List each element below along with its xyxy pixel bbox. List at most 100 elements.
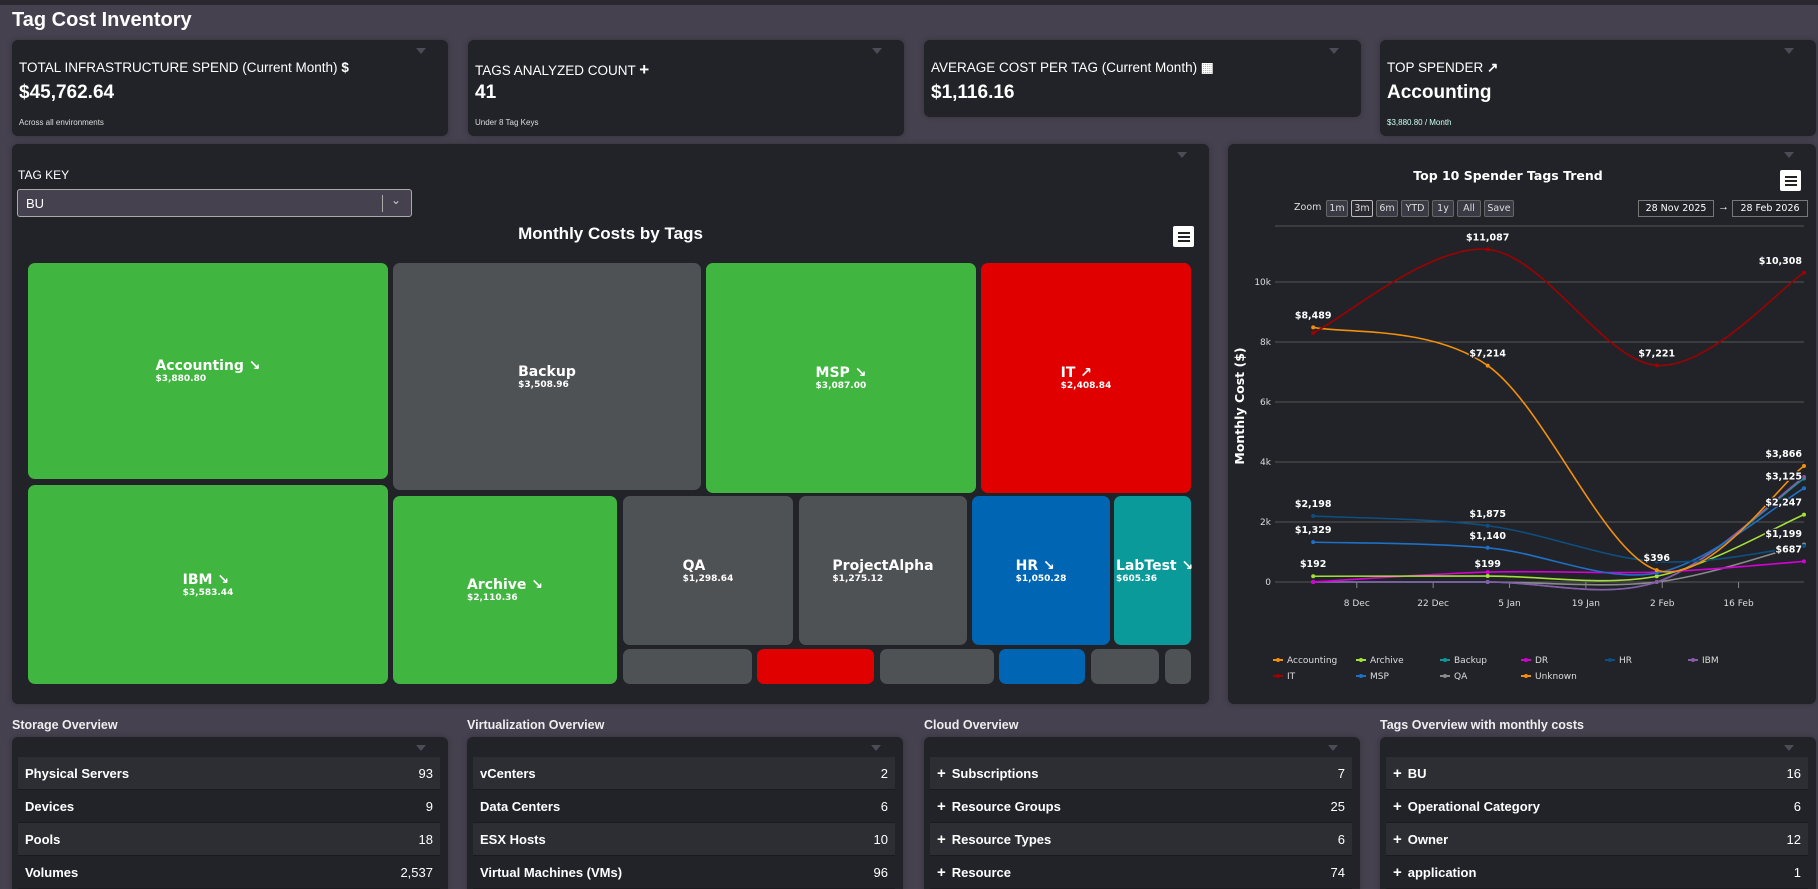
tag-key-select[interactable]: BU ⌄ [17, 189, 412, 217]
date-from-input[interactable]: 28 Nov 2025 [1638, 200, 1714, 217]
expand-plus-icon[interactable]: + [1393, 863, 1402, 881]
tile-name: IBM [182, 571, 213, 588]
legend-item-backup[interactable]: Backup [1454, 656, 1487, 666]
zoom-button-3m[interactable]: 3m [1351, 200, 1373, 217]
list-item[interactable]: + Operational Category 6 [1386, 790, 1808, 823]
zoom-button-all[interactable]: All [1457, 200, 1481, 217]
expand-plus-icon[interactable]: + [1393, 797, 1402, 815]
card-menu-caret-icon[interactable] [1329, 48, 1339, 54]
tile-name: MSP [815, 365, 850, 381]
tile-name: ProjectAlpha [832, 557, 934, 574]
legend-item-msp[interactable]: MSP [1370, 672, 1389, 682]
card-menu-caret-icon[interactable] [1328, 745, 1338, 751]
treemap-tile-labtest[interactable]: LabTest ↘ $605.36 [1114, 496, 1194, 645]
card-menu-caret-icon[interactable] [416, 745, 426, 751]
legend-item-archive[interactable]: Archive [1370, 656, 1404, 666]
card-menu-caret-icon[interactable] [872, 48, 882, 54]
treemap-tile-accounting[interactable]: Accounting ↘ $3,880.80 [28, 263, 388, 479]
date-to-input[interactable]: 28 Feb 2026 [1732, 200, 1808, 217]
tile-name: IT [1060, 365, 1076, 381]
section-card-cloud-overview: + Subscriptions 7 + Resource Groups 25 + Resour… [924, 737, 1360, 889]
zoom-button-6m[interactable]: 6m [1376, 200, 1398, 217]
y-tick-label: 4k [1260, 458, 1272, 468]
list-item-label-wrap: + application [1393, 864, 1476, 881]
chevron-down-icon[interactable]: ⌄ [391, 193, 402, 207]
list-item-value: 12 [1786, 831, 1801, 847]
chart-menu-button[interactable] [1780, 170, 1801, 191]
chart-menu-button[interactable] [1173, 226, 1194, 247]
treemap-tile[interactable] [880, 649, 994, 684]
trend-down-icon: ↘ [212, 571, 230, 588]
zoom-button-ytd[interactable]: YTD [1401, 200, 1429, 217]
list-item[interactable]: + Resource Groups 25 [930, 790, 1352, 823]
trend-down-icon: ↘ [1176, 557, 1194, 574]
list-item[interactable]: + Subscriptions 7 [930, 757, 1352, 790]
card-menu-caret-icon[interactable] [1784, 48, 1794, 54]
list-item-label: application [1407, 864, 1477, 880]
list-item[interactable]: + application 1 [1386, 856, 1808, 889]
data-label: $1,140 [1469, 531, 1506, 542]
data-point-hr [1802, 544, 1806, 549]
treemap-tile-backup[interactable]: Backup $3,508.96 [393, 263, 701, 490]
treemap-tile-it[interactable]: IT ↗ $2,408.84 [981, 263, 1191, 493]
list-item-label-wrap: + Resource [937, 864, 1011, 881]
list-item[interactable]: + Owner 12 [1386, 823, 1808, 856]
treemap-tile[interactable] [757, 649, 874, 684]
legend-item-accounting[interactable]: Accounting [1287, 656, 1337, 666]
card-menu-caret-icon[interactable] [1177, 152, 1187, 158]
card-menu-caret-icon[interactable] [1784, 152, 1794, 158]
zoom-button-1y[interactable]: 1y [1432, 200, 1454, 217]
zoom-button-1m[interactable]: 1m [1326, 200, 1348, 217]
list-item[interactable]: + BU 16 [1386, 757, 1808, 790]
legend-item-it[interactable]: IT [1287, 672, 1296, 682]
treemap-tile-hr[interactable]: HR ↘ $1,050.28 [972, 496, 1110, 645]
list-item-value: 6 [880, 798, 888, 814]
legend-item-ibm[interactable]: IBM [1702, 656, 1719, 666]
tile-content: Backup $3,508.96 [518, 364, 576, 390]
list-item: Virtual Machines (VMs) 96 [473, 856, 895, 889]
expand-plus-icon[interactable]: + [937, 764, 946, 782]
list-item-label-wrap: ESX Hosts [480, 832, 546, 847]
tile-value: $2,408.84 [1060, 381, 1112, 391]
treemap-tile[interactable] [1165, 649, 1191, 684]
series-line-it [1312, 248, 1805, 367]
data-point-archive [1802, 512, 1806, 517]
treemap-tile[interactable] [999, 649, 1085, 684]
expand-plus-icon[interactable]: + [1393, 764, 1402, 782]
expand-plus-icon[interactable]: + [937, 863, 946, 881]
kpi-card-top-spender: TOP SPENDER ↗ Accounting $3,880.80 / Mon… [1380, 40, 1816, 136]
data-point-dr [1802, 559, 1806, 564]
section-title: Cloud Overview [924, 718, 1019, 732]
treemap-tile-archive[interactable]: Archive ↘ $2,110.36 [393, 496, 617, 684]
list-item-value: 2 [880, 765, 888, 781]
treemap-tile-ibm[interactable]: IBM ↘ $3,583.44 [28, 485, 388, 684]
expand-plus-icon[interactable]: + [937, 830, 946, 848]
legend-marker [1276, 658, 1280, 662]
expand-plus-icon[interactable]: + [1393, 830, 1402, 848]
treemap-tile-qa[interactable]: QA $1,298.64 [623, 496, 793, 645]
list-item[interactable]: + Resource Types 6 [930, 823, 1352, 856]
data-label: $687 [1776, 544, 1802, 555]
card-menu-caret-icon[interactable] [1784, 745, 1794, 751]
trend-down-icon: ↘ [1038, 557, 1055, 574]
list-item-value: 96 [873, 864, 888, 880]
legend-item-qa[interactable]: QA [1454, 672, 1468, 682]
expand-plus-icon[interactable]: + [937, 797, 946, 815]
series-line-ibm [1313, 476, 1805, 591]
treemap-tile-msp[interactable]: MSP ↘ $3,087.00 [706, 263, 976, 493]
list-item[interactable]: + Resource 74 [930, 856, 1352, 889]
list-item-value: 74 [1330, 864, 1345, 880]
data-label: $1,199 [1765, 529, 1802, 540]
card-menu-caret-icon[interactable] [416, 48, 426, 54]
data-label: $199 [1474, 559, 1500, 570]
data-point-it [1802, 270, 1806, 275]
treemap-tile[interactable] [623, 649, 752, 684]
legend-item-hr[interactable]: HR [1619, 656, 1632, 666]
card-menu-caret-icon[interactable] [871, 745, 881, 751]
zoom-button-save[interactable]: Save [1484, 200, 1514, 217]
kpi-card-total-spend: TOTAL INFRASTRUCTURE SPEND (Current Mont… [12, 40, 448, 136]
legend-item-dr[interactable]: DR [1535, 656, 1548, 666]
treemap-tile-projectalpha[interactable]: ProjectAlpha $1,275.12 [799, 496, 967, 645]
legend-item-unknown[interactable]: Unknown [1535, 672, 1577, 682]
treemap-tile[interactable] [1091, 649, 1159, 684]
